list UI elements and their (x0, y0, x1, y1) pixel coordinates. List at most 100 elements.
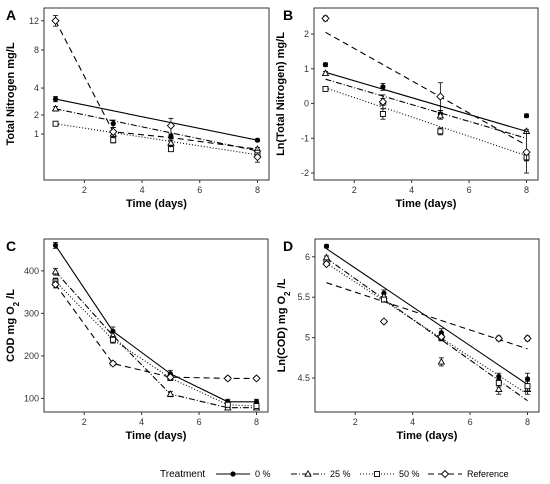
data-point (254, 137, 261, 143)
x-tick-label: 8 (524, 185, 529, 195)
series-line (325, 31, 527, 146)
y-tick-label: 4.5 (297, 373, 310, 383)
series-line (325, 78, 527, 139)
y-tick-label: 2 (34, 110, 39, 120)
y-tick-label: 1 (34, 129, 39, 139)
legend-marker (304, 469, 312, 477)
data-point (109, 127, 118, 136)
data-point (110, 121, 116, 127)
x-axis-title: Time (days) (126, 198, 187, 210)
y-axis-title: Total Nitrogen mg/L (5, 42, 17, 145)
y-tick-label: 200 (24, 351, 39, 361)
data-point (253, 152, 262, 162)
data-point (109, 336, 116, 343)
y-tick-label: 400 (24, 266, 39, 276)
y-axis-title: Ln(Total Nitrogen) mg/L (275, 32, 287, 156)
data-point (52, 120, 59, 127)
series-ref (51, 280, 261, 383)
y-tick-label: 2 (304, 29, 309, 39)
data-point (252, 374, 261, 383)
data-point (437, 357, 446, 365)
data-point (52, 96, 59, 102)
data-point (110, 137, 117, 144)
x-tick-label: 4 (410, 417, 415, 427)
data-point (378, 97, 388, 106)
legend-title: Treatment (160, 469, 205, 480)
y-tick-label: 8 (34, 45, 39, 55)
legend-entry-0: 0 % (216, 469, 271, 479)
data-point (380, 84, 386, 90)
series-ref (51, 15, 262, 163)
series-line (55, 20, 258, 150)
series-line (326, 248, 528, 385)
y-tick-label: 300 (24, 308, 39, 318)
panel-letter: A (6, 7, 16, 23)
series-line (326, 257, 528, 402)
data-point (223, 374, 232, 383)
panel-letter: B (283, 7, 293, 23)
legend-entry-25: 25 % (291, 469, 351, 479)
data-point (322, 86, 329, 92)
data-point (253, 403, 260, 409)
legend-marker (440, 469, 450, 479)
series-line (326, 282, 528, 350)
data-point (321, 14, 330, 23)
data-point (495, 385, 503, 393)
data-point (323, 243, 330, 249)
x-tick-label: 4 (139, 417, 144, 427)
data-point (166, 390, 175, 397)
y-tick-label: 12 (29, 16, 39, 26)
x-tick-label: 2 (82, 185, 87, 195)
series-ref (321, 14, 531, 174)
data-point (322, 62, 329, 68)
series-line (325, 71, 527, 132)
x-tick-label: 6 (197, 185, 202, 195)
x-tick-label: 4 (409, 185, 414, 195)
y-tick-label: 1 (304, 64, 309, 74)
data-point (523, 334, 532, 343)
data-point (524, 376, 531, 382)
y-axis-title: Ln(COD) mg O2 /L (276, 278, 292, 372)
x-tick-label: 4 (140, 185, 145, 195)
series-0 (322, 62, 530, 132)
legend-marker (374, 471, 380, 477)
legend-entries: 0 % 25 % 50 % Reference (216, 469, 509, 479)
y-axis-title: COD mg O2 /L (5, 289, 21, 362)
data-point (52, 242, 59, 248)
legend-label: 50 % (399, 469, 420, 479)
data-point (379, 317, 389, 326)
data-point (436, 111, 445, 119)
legend-label: 0 % (255, 469, 271, 479)
data-point (253, 399, 260, 405)
series-ref (322, 259, 532, 350)
y-tick-label: 4 (34, 83, 39, 93)
plot-area (314, 238, 540, 413)
x-axis-title: Time (days) (396, 198, 457, 210)
x-axis-title: Time (days) (397, 430, 458, 442)
data-point (167, 138, 175, 146)
data-point (522, 148, 531, 157)
legend-label: Reference (467, 469, 509, 479)
series-line (55, 123, 258, 156)
data-point (494, 334, 503, 343)
series-line (55, 108, 258, 152)
plot-area (313, 7, 539, 181)
data-point (166, 373, 175, 382)
plot-area (43, 238, 269, 413)
data-point (437, 332, 446, 341)
series-line (326, 262, 528, 395)
data-point (436, 92, 445, 101)
panel-d: D 2 4 6 8 4.5 5 5.5 6 Time (days) Ln(COD) mg O2 /L (276, 238, 540, 442)
y-tick-label: -1 (301, 133, 309, 143)
data-point (166, 121, 176, 130)
panel-letter: C (6, 238, 16, 254)
x-tick-label: 8 (254, 417, 259, 427)
y-tick-label: 0 (304, 99, 309, 109)
legend-entry-50: 50 % (360, 469, 420, 479)
x-tick-label: 2 (352, 185, 357, 195)
y-tick-label: 6 (305, 252, 310, 262)
panel-letter: D (283, 238, 293, 254)
data-point (108, 359, 118, 368)
data-point (524, 383, 531, 390)
series-line (55, 98, 258, 141)
